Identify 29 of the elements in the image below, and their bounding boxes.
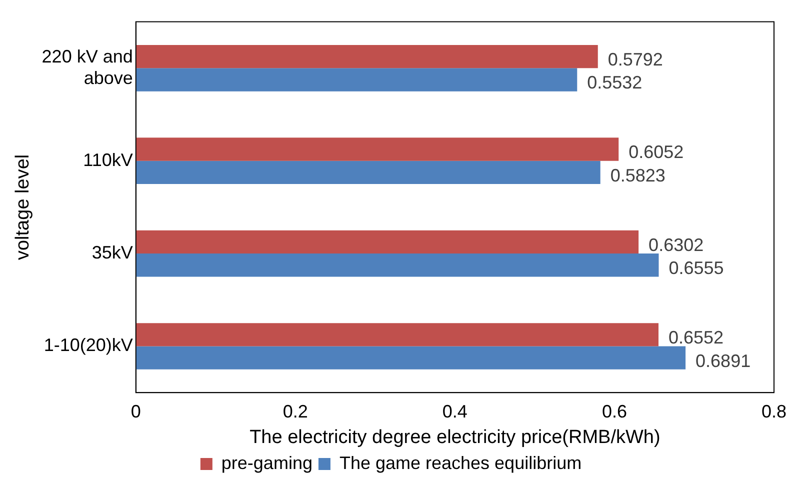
x-tick-label: 0.6 <box>602 401 627 422</box>
bar <box>136 138 619 161</box>
y-tick-label: 220 kV and above <box>42 46 133 88</box>
data-label: 0.5792 <box>608 50 663 70</box>
y-tick-label: 1-10(20)kV <box>44 335 133 356</box>
x-tick-label: 0.4 <box>442 401 468 422</box>
data-label: 0.6552 <box>668 328 724 348</box>
y-axis-title: voltage level <box>12 154 34 260</box>
x-axis-title: The electricity degree electricity price(RMB/kWh) <box>250 426 660 448</box>
bar <box>136 323 658 346</box>
bar <box>136 230 639 254</box>
data-label: 0.5532 <box>587 72 642 93</box>
bar <box>136 346 686 370</box>
data-label: 0.5823 <box>610 165 666 186</box>
data-label: 0.6555 <box>668 258 724 278</box>
bar <box>136 44 598 68</box>
x-tick-label: 0.8 <box>761 401 787 422</box>
x-tick-label: 0.2 <box>282 401 308 422</box>
x-tick-label: 0 <box>130 401 141 422</box>
data-label: 0.6302 <box>648 234 704 255</box>
data-label: 0.6891 <box>696 350 751 371</box>
legend-label: pre-gaming <box>221 452 312 473</box>
bar <box>136 160 600 184</box>
y-tick-label: 110kV <box>83 150 133 170</box>
legend-label: The game reaches equilibrium <box>339 452 582 473</box>
data-label: 0.6052 <box>628 142 684 162</box>
bar <box>136 254 659 277</box>
y-tick-label: 35kV <box>92 242 133 263</box>
bar <box>136 68 578 92</box>
